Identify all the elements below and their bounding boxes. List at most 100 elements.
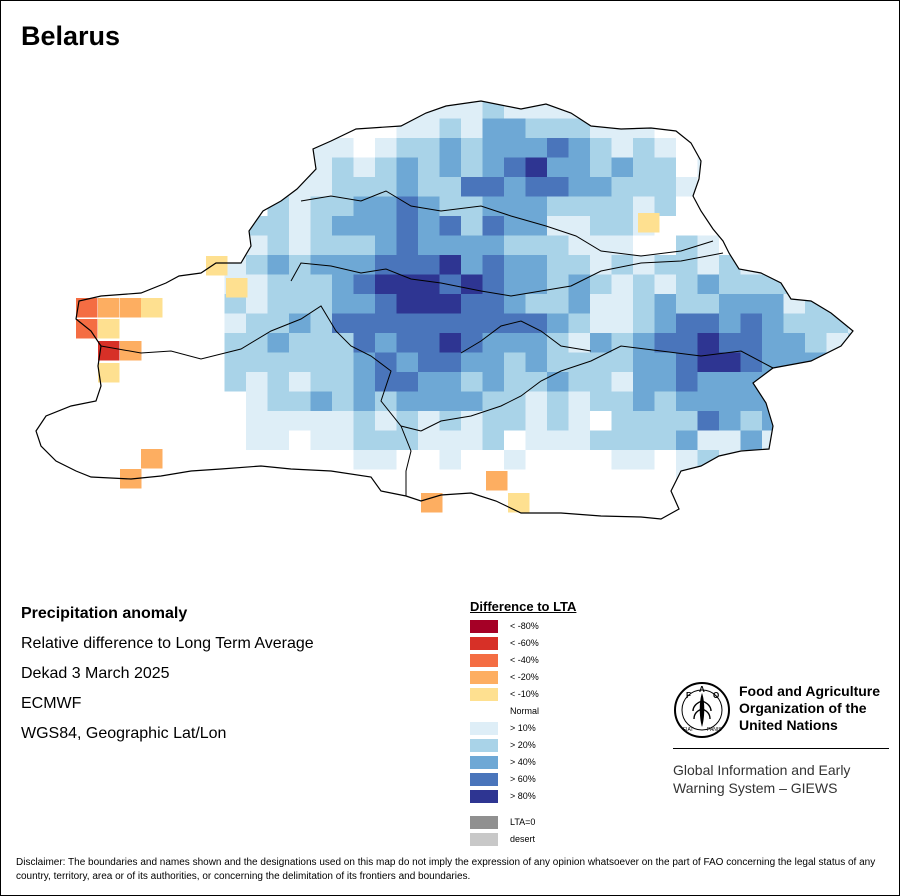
grid-cell	[482, 313, 505, 334]
grid-cell	[719, 430, 741, 451]
grid-cell	[461, 157, 483, 178]
grid-cell	[138, 469, 161, 490]
grid-cell	[633, 138, 655, 158]
grid-cell	[418, 469, 440, 490]
grid-cell	[590, 118, 612, 139]
grid-cell	[611, 101, 634, 119]
grid-cell	[848, 333, 853, 353]
legend-item-swatch	[470, 705, 498, 718]
grid-cell	[332, 235, 354, 256]
grid-cell	[289, 274, 311, 295]
grid-cell	[36, 489, 53, 509]
grid-cell	[719, 118, 741, 139]
grid-cell	[160, 313, 182, 334]
grid-cell	[676, 313, 698, 334]
grid-cell	[676, 157, 698, 178]
legend-item-row: Normal	[470, 703, 640, 720]
grid-cell	[848, 101, 853, 119]
grid-cell	[375, 469, 397, 490]
grid-cell	[246, 294, 268, 314]
grid-cell	[740, 255, 763, 275]
grid-cell	[74, 469, 96, 490]
grid-cell	[590, 411, 612, 431]
legend-extra-swatch	[470, 833, 498, 846]
legend-item-row: > 80%	[470, 788, 640, 805]
grid-cell	[117, 313, 139, 334]
dry-anomaly-cell	[141, 449, 163, 469]
grid-cell	[826, 196, 849, 217]
grid-cell	[74, 255, 96, 275]
grid-cell	[568, 469, 591, 490]
grid-cell	[848, 430, 853, 451]
grid-cell	[461, 469, 483, 490]
grid-cell	[568, 216, 591, 236]
grid-cell	[504, 196, 526, 217]
grid-cell	[697, 430, 720, 451]
grid-cell	[654, 274, 677, 295]
grid-cell	[246, 508, 268, 519]
grid-cell	[289, 196, 311, 217]
grid-cell	[203, 372, 225, 392]
grid-cell	[482, 333, 505, 353]
grid-cell	[590, 430, 612, 451]
grid-cell	[310, 430, 333, 451]
grid-cell	[267, 469, 290, 490]
grid-cell	[461, 508, 483, 519]
grid-cell	[547, 274, 569, 295]
grid-cell	[246, 255, 268, 275]
grid-cell	[52, 333, 75, 353]
grid-cell	[633, 101, 655, 119]
grid-cell	[676, 508, 698, 519]
grid-cell	[697, 255, 720, 275]
dry-anomaly-cell	[226, 278, 248, 298]
grid-cell	[568, 138, 591, 158]
dry-anomaly-cell	[638, 213, 660, 233]
grid-cell	[848, 508, 853, 519]
grid-cell	[396, 216, 419, 236]
grid-cell	[439, 411, 462, 431]
grid-cell	[568, 177, 591, 197]
grid-cell	[826, 216, 849, 236]
legend-item-label: > 60%	[510, 774, 536, 784]
grid-cell	[611, 274, 634, 295]
grid-cell	[826, 508, 849, 519]
grid-cell	[418, 196, 440, 217]
grid-cell	[547, 372, 569, 392]
grid-cell	[633, 489, 655, 509]
legend-item-label: > 20%	[510, 740, 536, 750]
grid-cell	[203, 118, 225, 139]
grid-cell	[203, 430, 225, 451]
grid-cell	[418, 274, 440, 295]
grid-cell	[74, 508, 96, 519]
grid-cell	[224, 450, 247, 470]
grid-cell	[160, 294, 182, 314]
grid-cell	[267, 118, 290, 139]
grid-cell	[482, 157, 505, 178]
grid-cell	[375, 118, 397, 139]
grid-cell	[396, 177, 419, 197]
grid-cell	[762, 255, 784, 275]
grid-cell	[719, 177, 741, 197]
grid-cell	[375, 411, 397, 431]
grid-cell	[740, 118, 763, 139]
grid-cell	[439, 138, 462, 158]
grid-cell	[676, 391, 698, 412]
grid-cell	[676, 235, 698, 256]
grid-cell	[504, 157, 526, 178]
grid-cell	[160, 118, 182, 139]
grid-cell	[52, 313, 75, 334]
grid-cell	[719, 508, 741, 519]
grid-cell	[224, 391, 247, 412]
grid-cell	[267, 235, 290, 256]
grid-cell	[224, 313, 247, 334]
map-area	[1, 91, 900, 531]
grid-cell	[740, 177, 763, 197]
border-cells	[76, 213, 660, 513]
grid-cell	[95, 469, 118, 490]
grid-cell	[224, 352, 247, 373]
grid-cell	[74, 372, 96, 392]
grid-cell	[267, 508, 290, 519]
legend-item-row: > 10%	[470, 720, 640, 737]
grid-cell	[740, 508, 763, 519]
grid-cell	[762, 177, 784, 197]
